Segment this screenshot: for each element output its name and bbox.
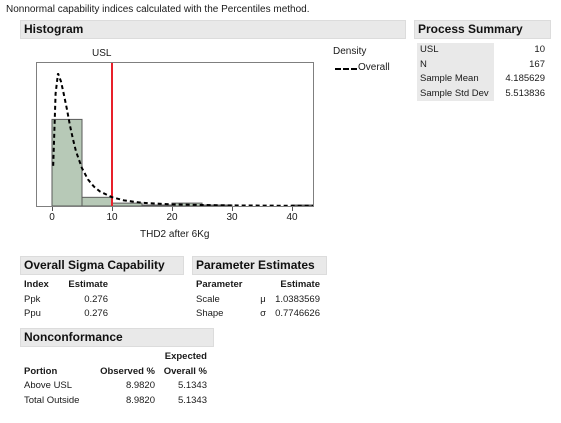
x-tick-mark xyxy=(292,207,293,211)
table-row: Above USL 8.9820 5.1343 xyxy=(24,379,207,394)
table-row: Shape σ 0.7746626 xyxy=(196,307,320,322)
header-spacer xyxy=(24,350,92,365)
estimate-cell: 0.276 xyxy=(84,293,108,305)
overall-sigma-title: Overall Sigma Capability xyxy=(24,258,165,272)
histogram-bar[interactable] xyxy=(111,202,143,206)
histogram-bar[interactable] xyxy=(141,204,173,206)
parameter-estimates-table: Parameter Estimate Scale μ 1.0383569 Sha… xyxy=(196,278,320,322)
table-row: Ppk 0.276 xyxy=(24,293,108,308)
process-summary-title: Process Summary xyxy=(418,22,523,36)
table-header-row: Index Estimate xyxy=(24,278,108,293)
summary-value: 4.185629 xyxy=(505,73,545,84)
table-row: Ppu 0.276 xyxy=(24,307,108,322)
summary-row-mean: Sample Mean 4.185629 xyxy=(417,72,548,87)
estimate-cell: 0.276 xyxy=(84,308,108,319)
summary-row-stddev: Sample Std Dev 5.513836 xyxy=(417,86,548,101)
parameter-estimates-header[interactable]: Parameter Estimates xyxy=(192,256,327,275)
column-header-estimate: Estimate xyxy=(68,279,108,290)
summary-label: Sample Mean xyxy=(417,72,494,87)
estimate-cell: 0.7746626 xyxy=(275,308,320,319)
density-curve xyxy=(52,73,313,206)
legend-dash-swatch xyxy=(335,68,357,70)
summary-row-n: N 167 xyxy=(417,57,548,72)
column-header-symbol-spacer xyxy=(256,278,270,293)
parameter-cell: Scale xyxy=(196,293,220,305)
header-spacer xyxy=(92,350,155,365)
x-tick-label: 10 xyxy=(106,212,118,223)
column-header-index: Index xyxy=(24,279,49,290)
column-header-portion: Portion xyxy=(24,365,58,377)
column-header-overall: Overall % xyxy=(163,365,207,377)
histogram-bar[interactable] xyxy=(81,196,113,206)
overall-sigma-header[interactable]: Overall Sigma Capability xyxy=(20,256,184,275)
legend-entry-overall[interactable]: Overall xyxy=(358,62,390,73)
x-tick-label: 20 xyxy=(166,212,178,223)
histogram-plot[interactable] xyxy=(36,62,314,207)
estimate-cell: 1.0383569 xyxy=(275,293,320,305)
legend-title: Density xyxy=(333,46,367,57)
x-tick-mark xyxy=(232,207,233,211)
index-cell: Ppk xyxy=(24,293,41,305)
x-tick-label: 30 xyxy=(226,212,238,223)
symbol-cell: σ xyxy=(260,308,266,319)
x-tick-mark xyxy=(112,207,113,211)
histogram-bar[interactable] xyxy=(51,118,83,206)
parameter-estimates-title: Parameter Estimates xyxy=(196,258,315,272)
column-header-expected: Expected xyxy=(164,351,207,362)
method-note: Nonnormal capability indices calculated … xyxy=(6,4,310,15)
nonconformance-table: Expected Portion Observed % Overall % Ab… xyxy=(24,350,207,408)
column-header-observed: Observed % xyxy=(100,365,155,377)
process-summary-header[interactable]: Process Summary xyxy=(414,20,551,39)
overall-sigma-table: Index Estimate Ppk 0.276 Ppu 0.276 xyxy=(24,278,108,322)
process-summary-table: USL 10 N 167 Sample Mean 4.185629 Sample… xyxy=(417,43,548,101)
usl-label: USL xyxy=(92,48,112,59)
x-tick-mark xyxy=(172,207,173,211)
portion-cell: Total Outside xyxy=(24,394,80,406)
expected-cell: 5.1343 xyxy=(177,380,207,391)
symbol-cell: μ xyxy=(260,293,266,305)
histogram-header[interactable]: Histogram xyxy=(20,20,406,39)
column-header-estimate: Estimate xyxy=(280,279,320,290)
parameter-cell: Shape xyxy=(196,308,224,319)
x-tick-label: 0 xyxy=(49,212,55,223)
portion-cell: Above USL xyxy=(24,380,73,391)
nonconformance-title: Nonconformance xyxy=(24,330,123,344)
observed-cell: 8.9820 xyxy=(125,380,155,391)
table-header-row: Expected xyxy=(24,350,207,365)
x-axis-label: THD2 after 6Kg xyxy=(140,229,210,240)
table-row: Total Outside 8.9820 5.1343 xyxy=(24,394,207,409)
summary-value: 167 xyxy=(529,58,545,70)
summary-label: USL xyxy=(417,43,494,58)
table-header-row: Portion Observed % Overall % xyxy=(24,365,207,380)
x-tick-label: 40 xyxy=(286,212,298,223)
observed-cell: 8.9820 xyxy=(125,394,155,406)
summary-label: Sample Std Dev xyxy=(417,86,494,101)
summary-value: 10 xyxy=(534,44,545,55)
table-row: Scale μ 1.0383569 xyxy=(196,293,320,308)
x-tick-mark xyxy=(52,207,53,211)
histogram-bar[interactable] xyxy=(291,204,313,206)
expected-cell: 5.1343 xyxy=(177,394,207,406)
summary-label: N xyxy=(417,57,494,72)
nonconformance-header[interactable]: Nonconformance xyxy=(20,328,214,347)
histogram-title: Histogram xyxy=(24,22,84,36)
summary-value: 5.513836 xyxy=(505,87,545,99)
index-cell: Ppu xyxy=(24,308,41,319)
table-header-row: Parameter Estimate xyxy=(196,278,320,293)
column-header-parameter: Parameter xyxy=(196,279,243,290)
summary-row-usl: USL 10 xyxy=(417,43,548,58)
histogram-svg xyxy=(51,63,313,206)
